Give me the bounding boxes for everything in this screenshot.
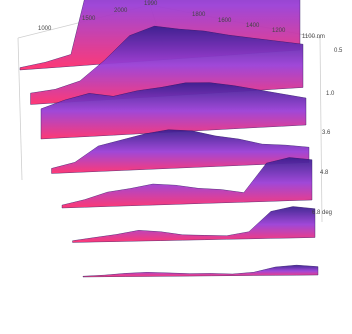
z-tick-label: 0.5: [334, 48, 343, 54]
z-tick-label: 3.6: [322, 130, 331, 136]
x-tick-label: 1990: [144, 1, 158, 7]
x-unit-label: 1100 nm: [302, 34, 325, 40]
x-tick-label: 2000: [114, 8, 128, 14]
x-tick-label: 1400: [246, 23, 260, 29]
z-unit-label: 6.8 deg: [312, 210, 332, 216]
surface-ridge: [72, 206, 316, 243]
x-tick-label: 1600: [218, 18, 232, 24]
x-tick-label: 1800: [192, 12, 206, 18]
box-left-edge: [17, 37, 23, 181]
surface-ridge: [82, 264, 319, 278]
x-tick-label: 1000: [38, 26, 52, 32]
z-tick-label: 4.8: [320, 170, 329, 176]
surface-ridge: [40, 82, 307, 140]
z-axis-ticks: 0.5 1.0 3.6 4.8 6.8 deg: [312, 48, 343, 216]
surface-ridge: [61, 157, 313, 209]
x-axis-ticks: 1000 1500 2000 1990 1800 1600 1400 1200 …: [38, 1, 325, 40]
z-tick-label: 1.0: [326, 91, 335, 97]
surface-ridges: [19, 0, 319, 278]
x-tick-label: 1200: [272, 28, 286, 34]
x-tick-label: 1500: [82, 16, 96, 22]
